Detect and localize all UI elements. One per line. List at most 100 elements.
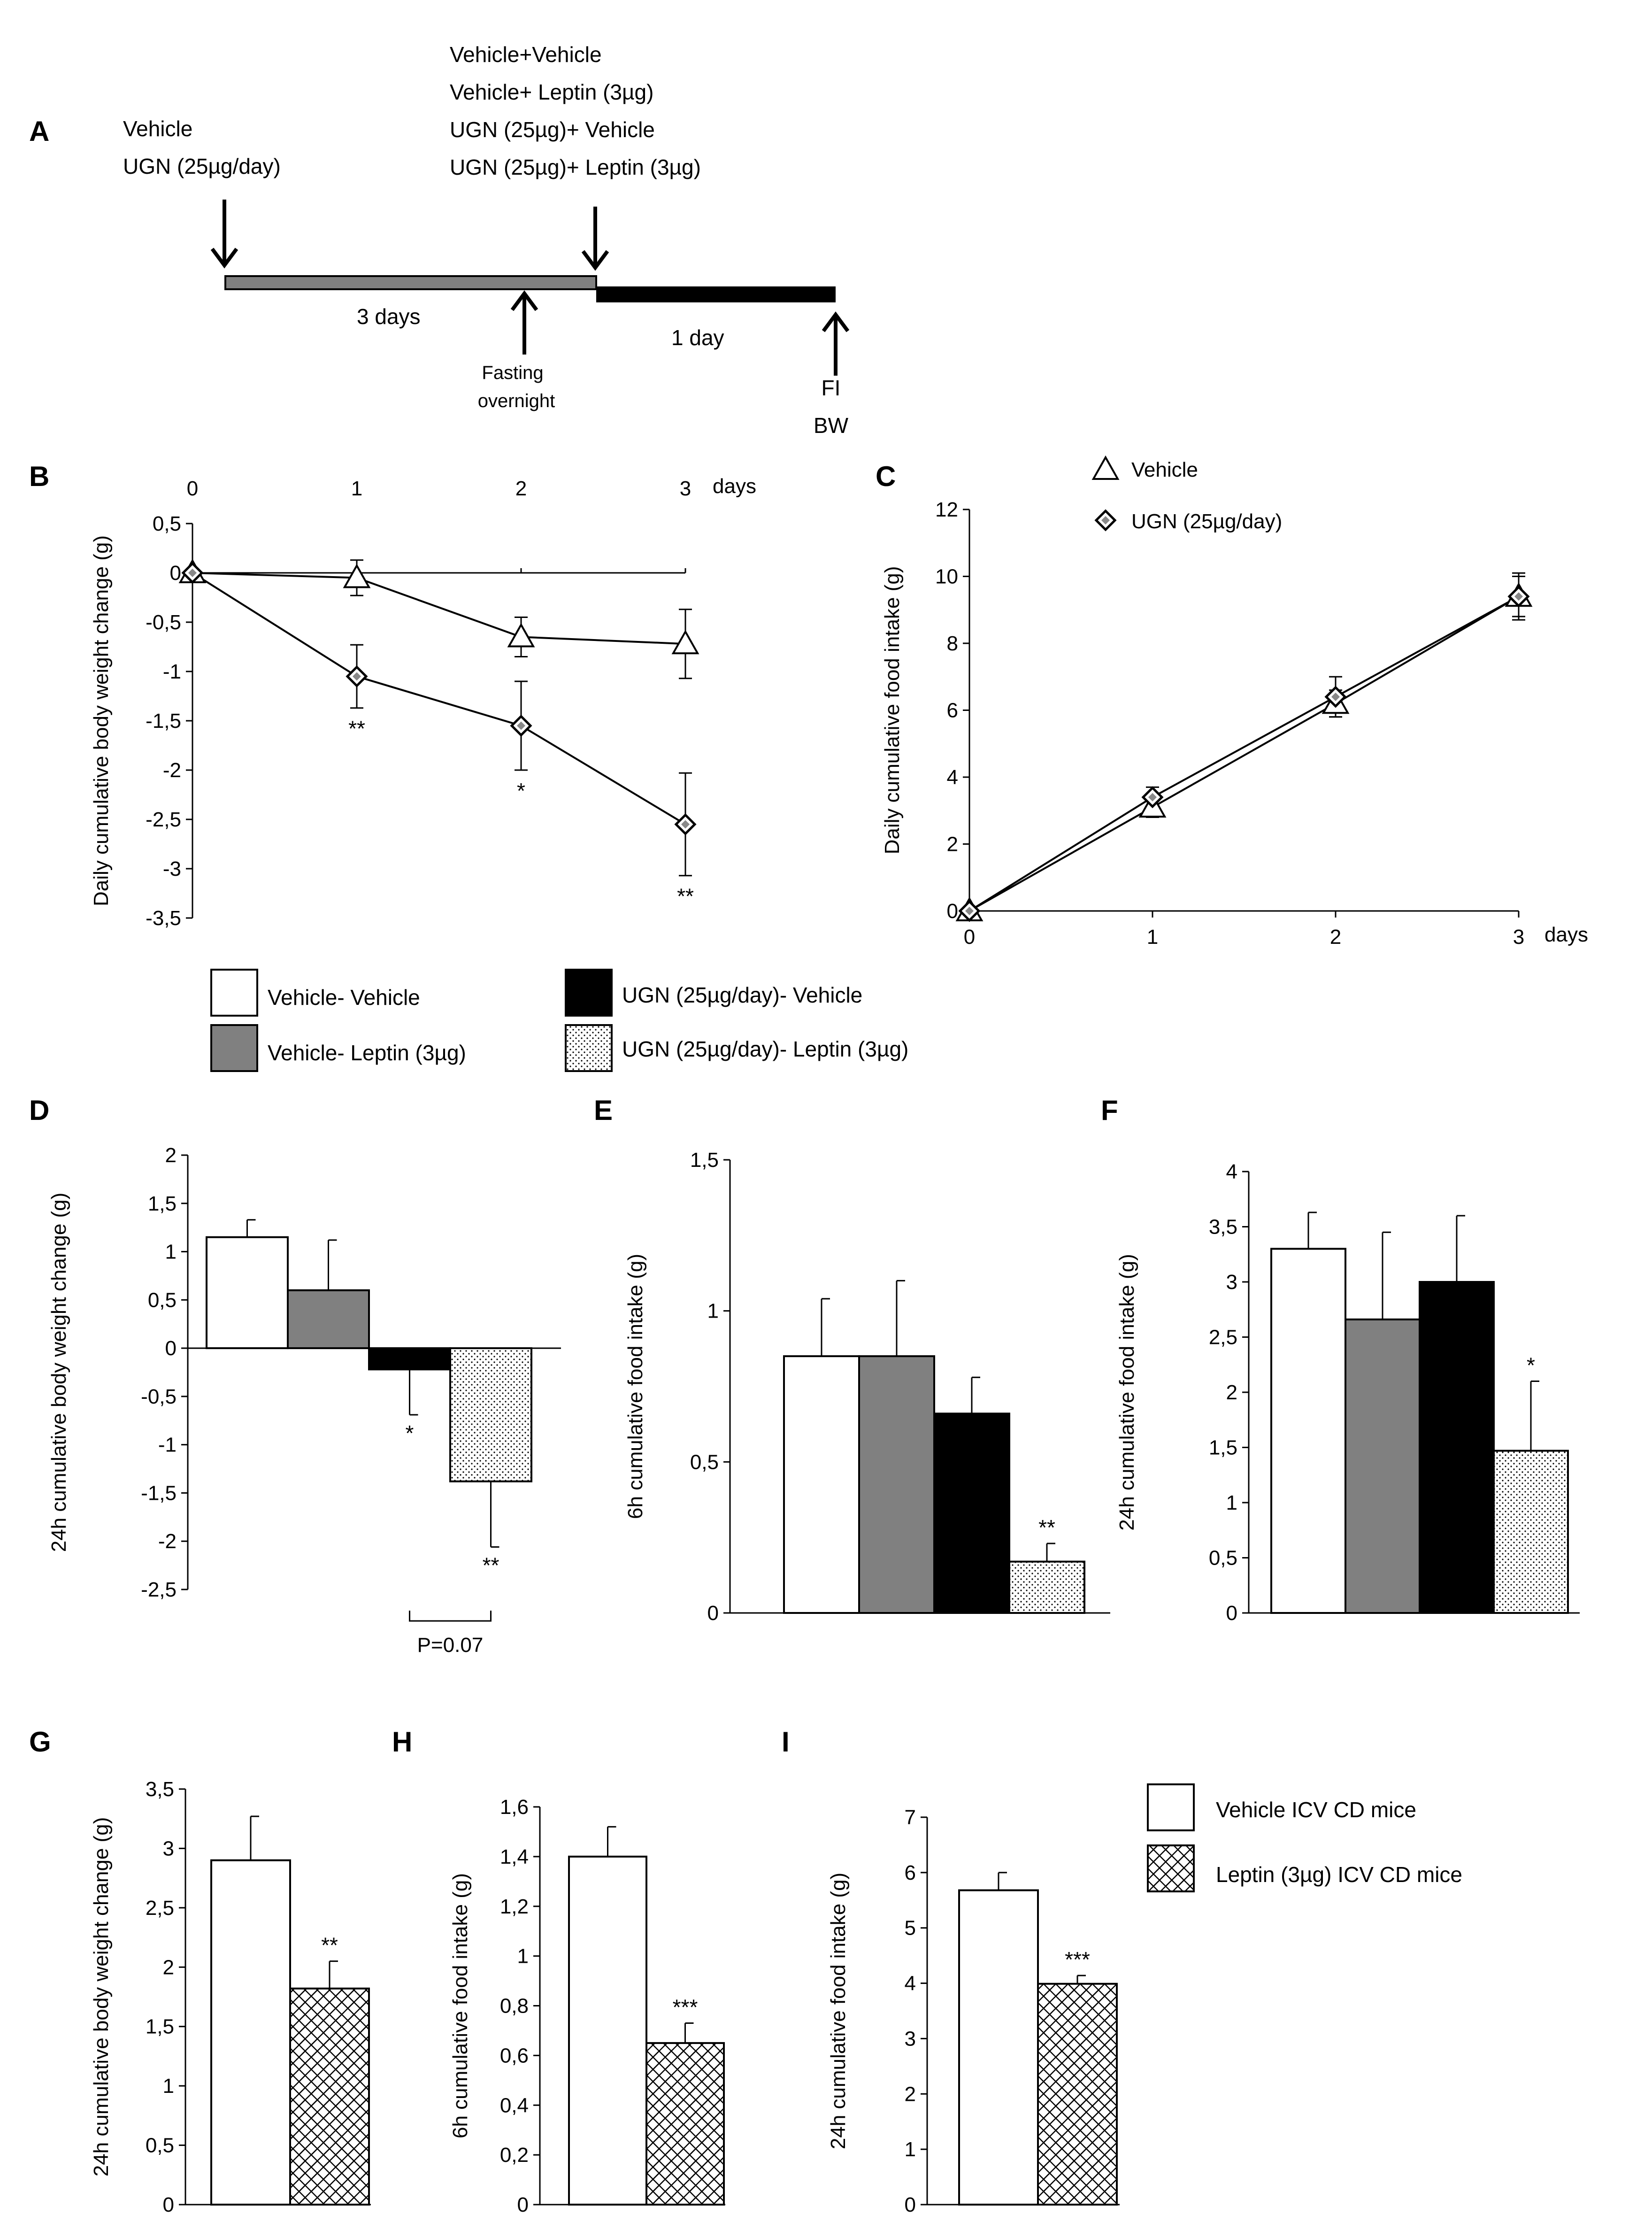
- panel-h-letter: H: [392, 1726, 412, 1758]
- arrow-fasting: [510, 290, 538, 355]
- arrow-measure: [822, 311, 850, 376]
- chart-e-y-axis-label: 6h cumulative food intake (g): [624, 1254, 647, 1519]
- panel-c-letter: C: [876, 461, 896, 492]
- chart-f-bar: [1493, 1450, 1569, 1614]
- chart-f: 4 3,5 3 2,5 2 1,5 1 0,5 0 24h cumulative food int…: [1115, 1160, 1580, 1625]
- chart-c-y-tick-label: 4: [947, 766, 958, 789]
- chart-h-significance: ***: [673, 1995, 698, 2020]
- panel-i-letter: I: [782, 1726, 790, 1758]
- chart-i-significance: ***: [1065, 1947, 1090, 1972]
- timeline-1day-bar: [596, 286, 836, 302]
- chart-h-y-tick-label: 0,8: [500, 1995, 529, 2018]
- chart-i-y-tick-label: 1: [905, 2138, 916, 2161]
- chart-b-point-ugn-inner: [353, 672, 361, 681]
- fasting-line1: Fasting: [482, 363, 543, 383]
- chart-h-y-tick-label: 1: [517, 1945, 529, 1968]
- panel-d-letter: D: [29, 1095, 49, 1126]
- treatment1-line1: Vehicle: [123, 116, 192, 141]
- chart-d-significance: **: [483, 1553, 499, 1578]
- chart-e-bar: [858, 1355, 935, 1614]
- chart-g-y-tick-label: 1: [163, 2075, 174, 2098]
- chart-f-y-tick-label: 4: [1226, 1160, 1237, 1183]
- measure-fi: FI: [822, 376, 841, 400]
- chart-i-y-tick-label: 7: [905, 1806, 916, 1829]
- timeline-3days-bar: [224, 275, 597, 290]
- chart-i-y-tick-label: 4: [905, 1972, 916, 1995]
- chart-e-bar: [783, 1355, 860, 1614]
- chart-h-y-tick-label: 0,4: [500, 2094, 529, 2117]
- chart-d-y-tick-label: 1: [165, 1241, 177, 1264]
- chart-g-bar: [289, 1987, 370, 2206]
- arrow-switch: [581, 207, 609, 271]
- chart-c-y-axis-label: Daily cumulative food intake (g): [881, 566, 904, 855]
- period-3days: 3 days: [357, 304, 421, 329]
- chart-f-significance: *: [1527, 1353, 1535, 1378]
- chart-d-bar: [206, 1236, 289, 1350]
- chart-b-y-tick-label: 0,5: [153, 512, 181, 535]
- chart-i-y-axis-label: 24h cumulative food intake (g): [827, 1873, 850, 2149]
- chart-i-y-tick-label: 2: [905, 2083, 916, 2106]
- chart-b-significance: *: [517, 779, 525, 803]
- chart-c-point-ugn-inner: [1101, 516, 1110, 525]
- chart-f-y-tick-label: 2,5: [1209, 1326, 1237, 1349]
- chart-b-significance: **: [348, 717, 365, 741]
- chart-h-bar: [645, 2042, 725, 2206]
- chart-b-x-tick-label: 0: [187, 477, 198, 500]
- chart-d-y-tick-label: 0,5: [148, 1288, 177, 1311]
- treatment2-line2: Vehicle+ Leptin (3µg): [450, 80, 653, 104]
- panel-a-letter: A: [29, 116, 49, 147]
- chart-b-y-tick-label: -1,5: [146, 710, 181, 733]
- chart-b-point-vehicle: [671, 630, 699, 655]
- chart-c-x-tick-label: 0: [964, 926, 975, 949]
- chart-d-y-tick-label: 1,5: [148, 1192, 177, 1215]
- chart-c-y-tick-label: 12: [935, 498, 958, 521]
- chart-f-y-tick-label: 2: [1226, 1381, 1237, 1404]
- chart-c-series-line: [968, 595, 1519, 912]
- chart-d-y-axis-label: 24h cumulative body weight change (g): [47, 1193, 70, 1552]
- panel-b-letter: B: [29, 461, 49, 492]
- treatment2-line4: UGN (25µg)+ Leptin (3µg): [450, 155, 701, 179]
- chart-h-y-tick-label: 0,2: [500, 2144, 529, 2167]
- arrow-start: [210, 200, 238, 269]
- chart-f-y-tick-label: 0: [1226, 1602, 1237, 1625]
- chart-e-y-tick-label: 1: [707, 1300, 719, 1323]
- chart-h-y-tick-label: 0: [517, 2193, 529, 2214]
- chart-g: 3,5 3 2,5 2 1,5 1 0,5 0 24h cumulative body weig…: [90, 1778, 371, 2214]
- chart-b-x-tick-label: 2: [515, 477, 527, 500]
- chart-c-point-ugn-inner: [965, 907, 974, 915]
- chart-g-y-tick-label: 0,5: [146, 2134, 174, 2157]
- chart-c-x-tick-label: 2: [1330, 926, 1341, 949]
- chart-d-y-tick-label: -0,5: [141, 1385, 177, 1408]
- chart-c-legend-vehicle: Vehicle: [1131, 458, 1198, 481]
- chart-d-y-tick-label: -1,5: [141, 1481, 177, 1504]
- chart-f-y-tick-label: 3: [1226, 1271, 1237, 1294]
- chart-c-point-vehicle: [1091, 455, 1120, 480]
- chart-d-y-tick-label: -2: [158, 1530, 177, 1553]
- chart-f-y-tick-label: 1: [1226, 1491, 1237, 1514]
- chart-b-y-tick-label: -2,5: [146, 808, 181, 831]
- chart-h-y-tick-label: 0,6: [500, 2044, 529, 2067]
- fasting-line2: overnight: [478, 391, 555, 411]
- chart-b-point-ugn-inner: [681, 820, 690, 829]
- chart-b-series-line: [192, 572, 686, 825]
- legend-label-vehicle-leptin: Vehicle- Leptin (3µg): [268, 1041, 466, 1065]
- chart-e-y-tick-label: 1,5: [690, 1149, 719, 1172]
- legend-swatch-vehicle-icv: [1147, 1783, 1195, 1831]
- chart-c-y-tick-label: 10: [935, 565, 958, 588]
- chart-i-y-tick-label: 0: [905, 2193, 916, 2214]
- chart-g-significance: **: [321, 1933, 338, 1958]
- chart-c-series-line: [969, 595, 1520, 912]
- chart-g-y-tick-label: 0: [163, 2193, 174, 2214]
- chart-d-significance: *: [406, 1421, 414, 1445]
- chart-i-y-tick-label: 3: [905, 2027, 916, 2050]
- chart-f-y-tick-label: 1,5: [1209, 1436, 1237, 1459]
- legend-swatch-vehicle-vehicle: [210, 969, 258, 1017]
- legend-swatch-ugn-leptin: [565, 1024, 613, 1072]
- chart-e-bar: [1008, 1560, 1085, 1614]
- legend-label-ugn-leptin: UGN (25µg/day)- Leptin (3µg): [622, 1037, 908, 1061]
- chart-b-x-axis-label: days: [713, 475, 756, 498]
- chart-f-bar: [1419, 1281, 1495, 1614]
- chart-b: 0,5 0 -0,5 -1 -1,5 -2 -2,5 -3 -3,5 Daily cumulati…: [90, 475, 756, 930]
- chart-g-bar: [210, 1859, 291, 2206]
